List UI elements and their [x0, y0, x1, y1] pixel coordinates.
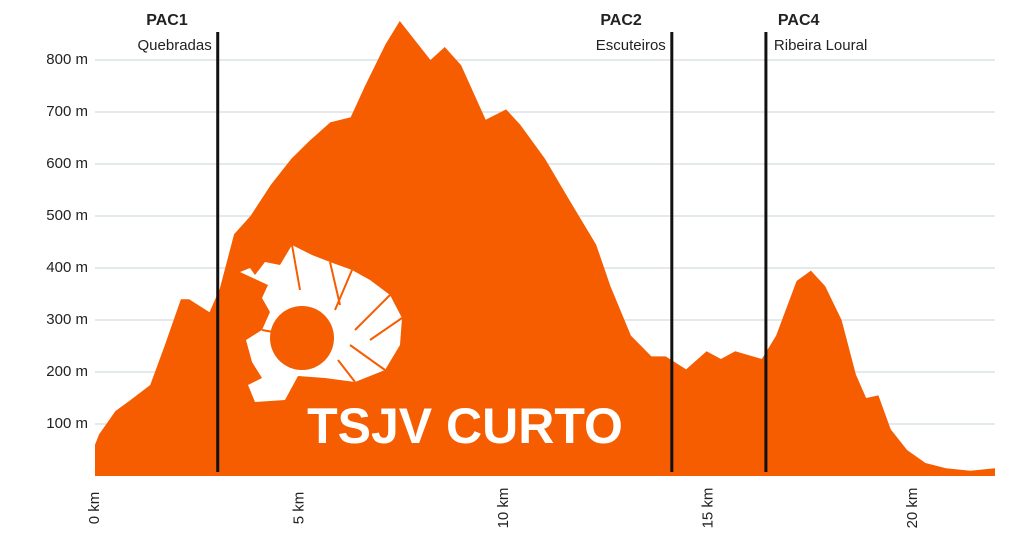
logo-lines [261, 244, 403, 383]
checkpoint-label: PAC4 [778, 12, 820, 29]
y-tick-label: 800 m [46, 51, 88, 68]
annotation: TSJV CURTO [307, 398, 623, 454]
checkpoint-sublabel: Quebradas [138, 37, 212, 54]
y-tick-label: 100 m [46, 415, 88, 432]
x-tick-label: 5 km [291, 492, 308, 525]
x-tick-label: 15 km [700, 488, 717, 529]
y-tick-label: 700 m [46, 103, 88, 120]
logo-circle [270, 306, 334, 370]
checkpoint-sublabel: Escuteiros [596, 37, 666, 54]
y-tick-label: 200 m [46, 363, 88, 380]
x-tick-label: 20 km [904, 488, 921, 529]
y-tick-label: 500 m [46, 207, 88, 224]
checkpoint-label: PAC2 [600, 12, 642, 29]
axes: 100 m 200 m 300 m 400 m 500 m 600 m 700 m 800 m… [46, 12, 921, 528]
logo [240, 244, 403, 402]
y-tick-label: 300 m [46, 311, 88, 328]
y-tick-label: 400 m [46, 259, 88, 276]
y-tick-label: 600 m [46, 155, 88, 172]
checkpoint-sublabel: Ribeira Loural [774, 37, 867, 54]
checkpoint-label: PAC1 [146, 12, 188, 29]
x-tick-label: 10 km [495, 488, 512, 529]
x-tick-label: 0 km [86, 492, 103, 525]
